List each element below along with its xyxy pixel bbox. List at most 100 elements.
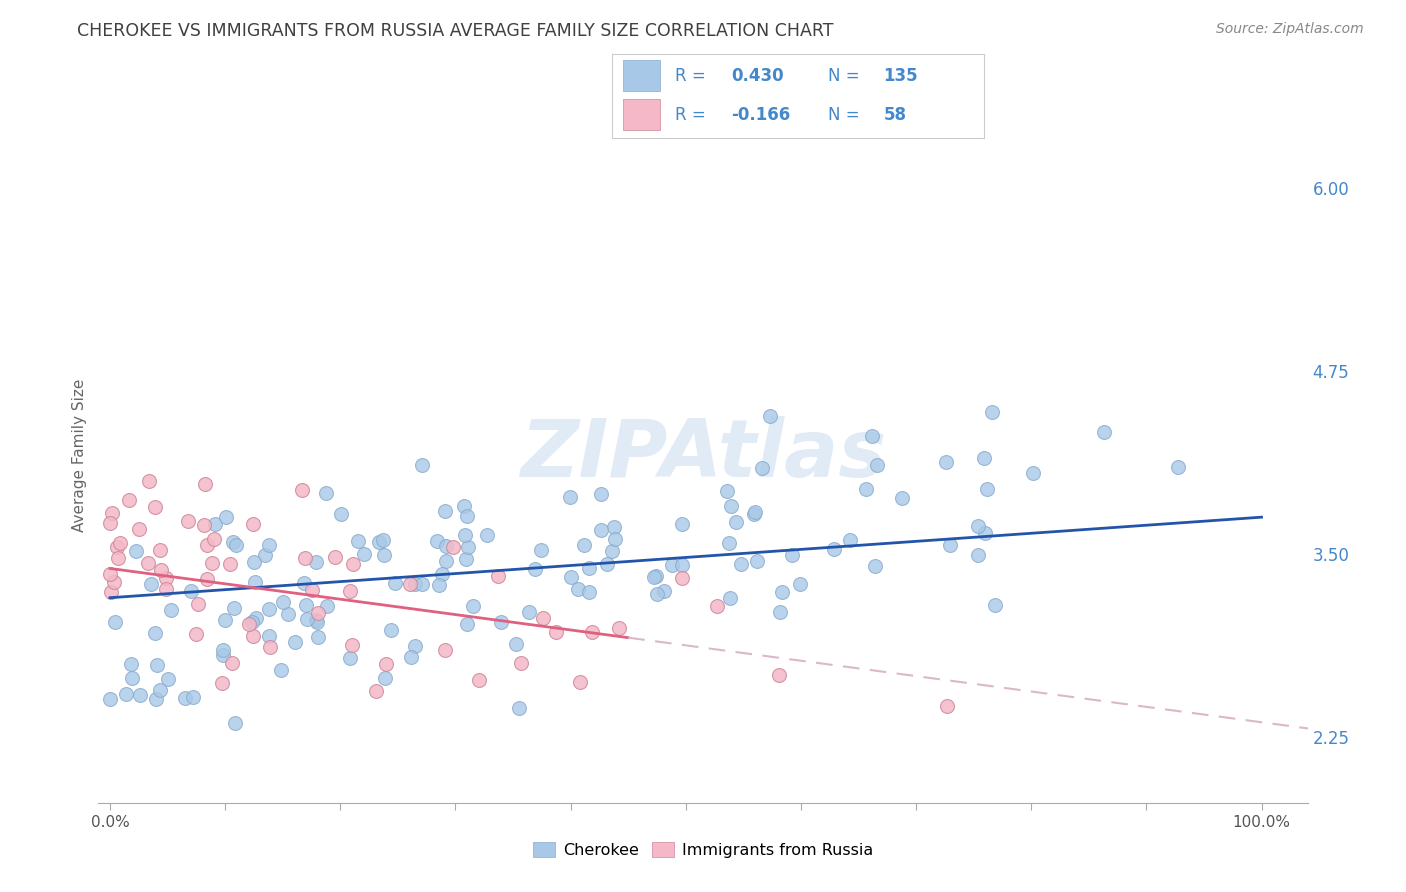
Point xyxy=(242,516,264,531)
Point xyxy=(291,483,314,498)
Point xyxy=(468,673,491,688)
Point xyxy=(242,629,264,643)
Point xyxy=(544,624,567,639)
Point xyxy=(486,569,509,583)
Point xyxy=(180,583,202,598)
Point xyxy=(865,458,887,472)
FancyBboxPatch shape xyxy=(623,99,659,130)
Point xyxy=(404,577,426,591)
Point xyxy=(770,585,793,599)
Point xyxy=(607,621,630,635)
Point xyxy=(204,517,226,532)
Point xyxy=(855,482,877,496)
Point xyxy=(567,582,589,597)
Point xyxy=(315,486,337,500)
Point xyxy=(100,584,122,599)
Point xyxy=(294,551,316,566)
Text: 0.430: 0.430 xyxy=(731,67,783,85)
Point xyxy=(141,577,163,591)
Point xyxy=(240,615,263,629)
Point xyxy=(143,500,166,515)
Point xyxy=(718,536,741,550)
Point xyxy=(148,543,170,558)
Text: 58: 58 xyxy=(883,105,907,123)
Point xyxy=(98,516,121,531)
Point xyxy=(301,583,323,598)
Point xyxy=(976,482,998,496)
Point xyxy=(224,601,246,615)
Point xyxy=(374,671,396,685)
Point xyxy=(789,576,811,591)
Point xyxy=(434,643,457,657)
Point xyxy=(644,569,666,583)
Point xyxy=(277,607,299,621)
Point xyxy=(605,532,627,546)
Point xyxy=(568,674,591,689)
Point xyxy=(860,428,883,442)
Point xyxy=(600,544,623,558)
Point xyxy=(195,538,218,552)
Point xyxy=(716,484,738,499)
Point xyxy=(194,476,217,491)
Point xyxy=(595,557,617,571)
Point xyxy=(399,577,422,591)
Point xyxy=(1092,425,1115,440)
Point xyxy=(128,523,150,537)
Point xyxy=(347,533,370,548)
Point xyxy=(524,562,547,576)
Point xyxy=(823,541,845,556)
Point xyxy=(371,533,394,548)
Point xyxy=(1167,460,1189,475)
Point xyxy=(305,555,328,569)
Point xyxy=(984,598,1007,612)
Point xyxy=(373,548,395,562)
Point xyxy=(323,549,346,564)
Point xyxy=(434,554,457,568)
Point xyxy=(759,409,782,423)
Point xyxy=(744,508,766,522)
Point xyxy=(156,673,179,687)
Point xyxy=(330,507,353,521)
Point xyxy=(966,548,988,562)
Point xyxy=(187,597,209,611)
Point xyxy=(457,540,479,554)
Point xyxy=(215,510,238,524)
Point xyxy=(581,625,603,640)
Text: R =: R = xyxy=(675,105,706,123)
Point xyxy=(159,603,181,617)
Point xyxy=(730,557,752,571)
Point xyxy=(744,505,766,519)
Point xyxy=(214,613,236,627)
Text: R =: R = xyxy=(675,67,706,85)
Point xyxy=(201,556,224,570)
Point xyxy=(195,572,218,586)
Point xyxy=(292,576,315,591)
Point xyxy=(475,527,498,541)
Point xyxy=(578,584,600,599)
Point xyxy=(129,689,152,703)
Point xyxy=(305,613,328,627)
Point xyxy=(259,640,281,655)
Text: ZIPAtlas: ZIPAtlas xyxy=(520,416,886,494)
Point xyxy=(404,639,426,653)
Point xyxy=(780,548,803,562)
Point xyxy=(380,624,402,638)
Point xyxy=(366,683,388,698)
Point xyxy=(508,701,530,715)
Point xyxy=(121,672,143,686)
Point xyxy=(411,458,433,472)
Point xyxy=(305,615,328,629)
Point xyxy=(186,627,208,641)
Point xyxy=(531,611,554,625)
Point xyxy=(510,656,533,670)
Point xyxy=(98,691,121,706)
Point xyxy=(517,605,540,619)
Point xyxy=(253,548,276,562)
Point xyxy=(671,558,693,572)
Point xyxy=(560,570,582,584)
Point xyxy=(769,605,792,619)
Point xyxy=(530,543,553,558)
Point xyxy=(747,554,769,568)
Point xyxy=(174,691,197,706)
Point xyxy=(939,538,962,552)
